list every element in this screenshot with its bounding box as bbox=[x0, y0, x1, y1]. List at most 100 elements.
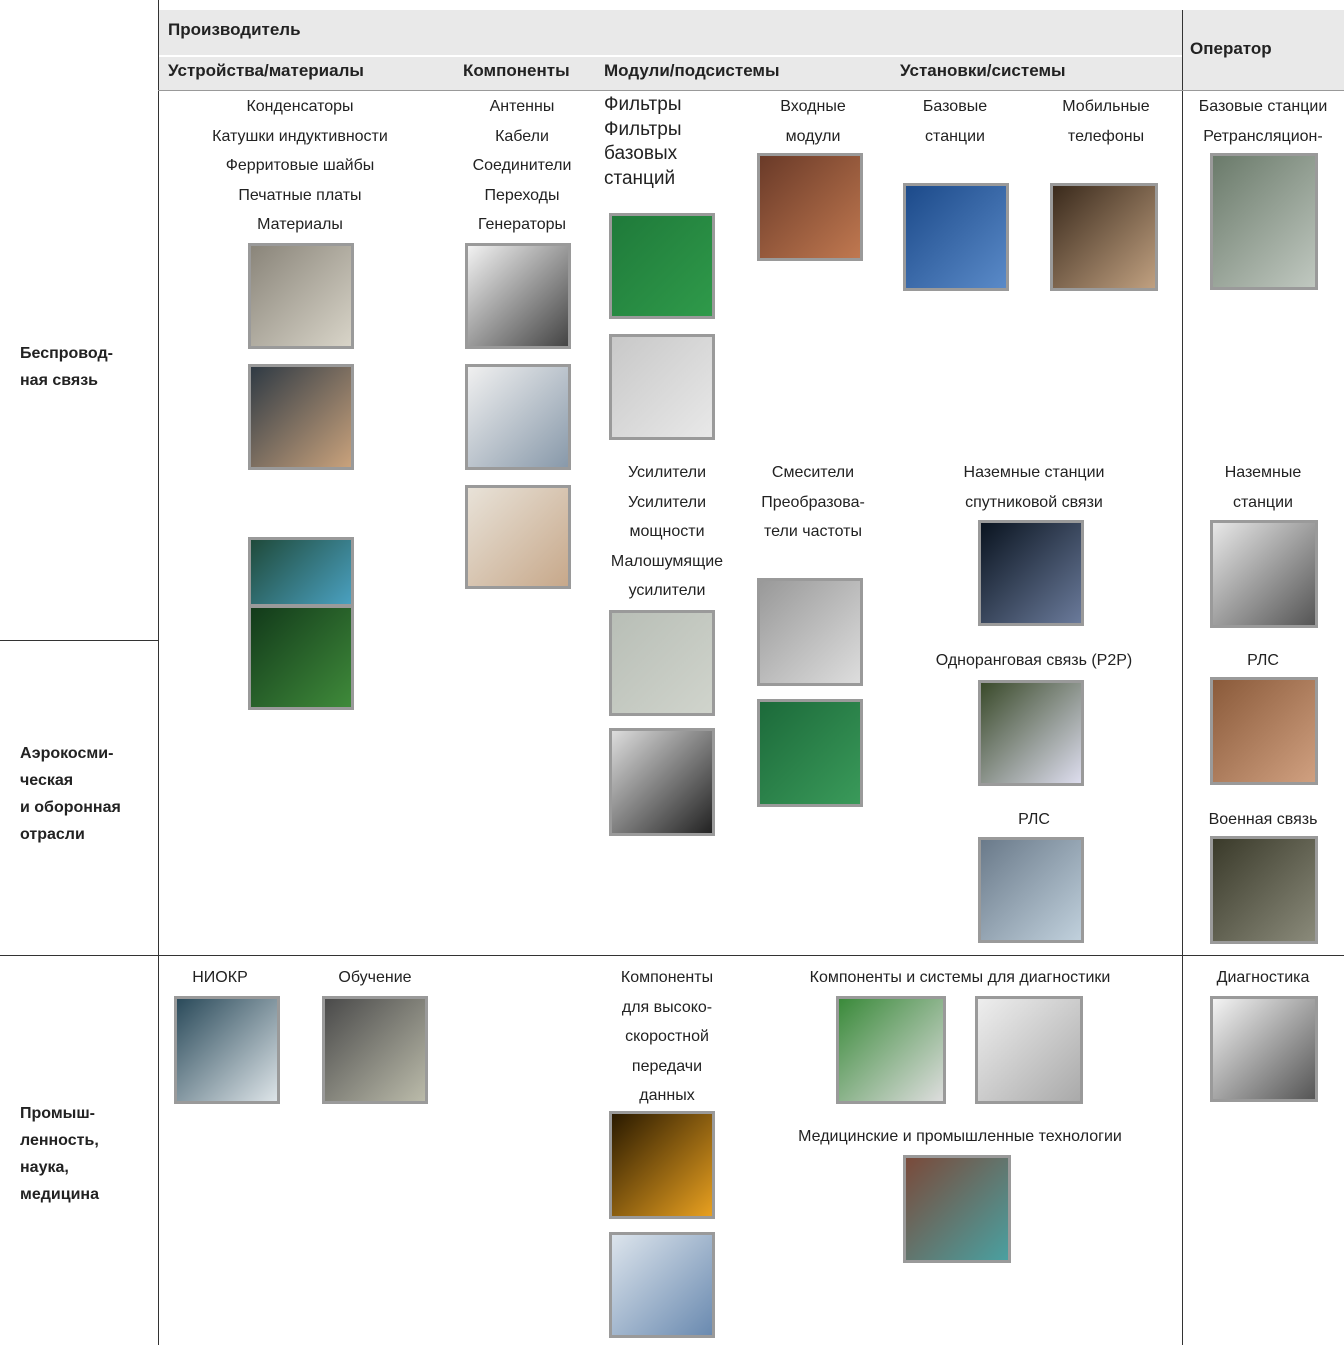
cell-line: данных bbox=[639, 1087, 695, 1105]
photo bbox=[248, 243, 354, 349]
photo bbox=[248, 605, 354, 710]
cell-text: Диагностика bbox=[1217, 963, 1310, 993]
cell-text: Смесители Преобразова-тели частоты bbox=[761, 458, 865, 547]
divider bbox=[1182, 10, 1183, 1345]
cell-line: РЛС bbox=[1018, 811, 1050, 828]
cell-text: Фильтры Фильтры базовых станций bbox=[604, 93, 681, 191]
photo bbox=[978, 520, 1084, 626]
cell-text: Одноранговая связь (P2P) bbox=[936, 646, 1133, 676]
photo bbox=[465, 243, 571, 349]
cell-line: Антенны bbox=[489, 98, 555, 115]
row-label: Аэрокосми-ческая и оборонная отрасли bbox=[20, 740, 121, 848]
row-label-line: отрасли bbox=[20, 826, 85, 843]
photo bbox=[757, 153, 863, 261]
cell-text: РЛС bbox=[1018, 805, 1050, 835]
row-label: Беспровод-ная связь bbox=[20, 340, 113, 394]
cell-line: Фильтры bbox=[604, 118, 682, 140]
cell-line: Входные bbox=[780, 98, 846, 115]
cell-line: станции bbox=[925, 127, 985, 145]
cell-line: станций bbox=[604, 167, 676, 189]
photo bbox=[978, 837, 1084, 943]
cell-line: Переходы bbox=[484, 186, 560, 204]
cell-line: Смесители bbox=[771, 464, 855, 481]
cell-text: Мобильные телефоны bbox=[1062, 92, 1149, 151]
cell-line: Материалы bbox=[257, 216, 343, 234]
cell-line: Ферритовые шайбы bbox=[225, 157, 375, 175]
cell-line: скоростной bbox=[625, 1028, 709, 1046]
cell-text: Медицинские и промышленные технологии bbox=[798, 1122, 1122, 1152]
cell-text: Военная связь bbox=[1209, 805, 1318, 835]
cell-line: Базовые bbox=[922, 98, 988, 115]
divider bbox=[0, 955, 1344, 956]
column-heading: Установки/системы bbox=[900, 61, 1066, 80]
photo bbox=[248, 364, 354, 470]
cell-line: Медицинские и промышленные технологии bbox=[798, 1128, 1122, 1145]
row-label-line: ленность, bbox=[20, 1132, 99, 1149]
cell-line: Печатные платы bbox=[238, 186, 362, 204]
photo bbox=[609, 728, 715, 836]
cell-line: Диагностика bbox=[1216, 969, 1310, 986]
cell-line: Усилители bbox=[627, 464, 707, 481]
row-label-line: ческая bbox=[20, 772, 74, 789]
photo bbox=[903, 183, 1009, 291]
cell-text: РЛС bbox=[1247, 646, 1279, 676]
cell-line: телефоны bbox=[1067, 127, 1145, 145]
cell-text: Обучение bbox=[338, 963, 411, 993]
header-band bbox=[158, 10, 1344, 90]
photo bbox=[1210, 677, 1318, 785]
column-heading: Устройства/материалы bbox=[168, 61, 364, 80]
photo bbox=[609, 610, 715, 716]
cell-line: Фильтры bbox=[604, 94, 682, 115]
photo bbox=[757, 578, 863, 686]
photo bbox=[975, 996, 1083, 1104]
cell-line: мощности bbox=[629, 523, 705, 541]
cell-line: Базовые станции bbox=[1198, 98, 1328, 115]
cell-text: Базовые станции bbox=[923, 92, 987, 151]
producer-heading: Производитель bbox=[168, 20, 301, 39]
cell-line: для высоко- bbox=[621, 998, 713, 1016]
header-separator bbox=[158, 55, 1182, 57]
row-label-line: медицина bbox=[20, 1186, 99, 1203]
cell-line: Компоненты и системы для диагностики bbox=[809, 969, 1111, 986]
cell-line: Одноранговая связь (P2P) bbox=[935, 652, 1133, 669]
row-label-line: Промыш- bbox=[20, 1105, 95, 1122]
photo bbox=[465, 364, 571, 470]
cell-line: Наземные станции bbox=[963, 464, 1105, 481]
cell-line: передачи bbox=[631, 1057, 703, 1075]
photo bbox=[322, 996, 428, 1104]
photo bbox=[465, 485, 571, 589]
cell-text: Усилители Усилители мощности Малошумящие уси… bbox=[611, 458, 723, 606]
cell-line: Военная связь bbox=[1208, 811, 1318, 828]
cell-line: Соединители bbox=[472, 157, 572, 175]
cell-text: Компоненты для высоко-скоростной передачи д… bbox=[621, 963, 713, 1111]
operator-heading: Оператор bbox=[1190, 39, 1272, 58]
divider bbox=[158, 90, 1344, 91]
photo bbox=[1210, 520, 1318, 628]
row-label-line: ная связь bbox=[20, 372, 98, 389]
photo bbox=[1210, 153, 1318, 290]
row-label-line: и оборонная bbox=[20, 799, 121, 816]
photo bbox=[757, 699, 863, 807]
cell-line: Усилители bbox=[627, 493, 707, 511]
divider bbox=[0, 640, 158, 641]
divider bbox=[158, 0, 159, 1345]
photo bbox=[978, 680, 1084, 786]
photo bbox=[609, 213, 715, 319]
cell-text: Наземные станции спутниковой связи bbox=[964, 458, 1105, 517]
photo bbox=[1050, 183, 1158, 291]
photo bbox=[609, 1232, 715, 1338]
cell-line: станции bbox=[1233, 493, 1293, 511]
cell-line: Наземные bbox=[1224, 464, 1302, 481]
photo bbox=[1210, 996, 1318, 1102]
cell-text: Компоненты и системы для диагностики bbox=[810, 963, 1111, 993]
row-label-line: Беспровод- bbox=[20, 345, 113, 362]
photo bbox=[174, 996, 280, 1104]
cell-line: Компоненты bbox=[620, 969, 714, 986]
row-label-line: наука, bbox=[20, 1159, 69, 1176]
cell-text: Наземные станции bbox=[1225, 458, 1302, 517]
cell-line: Мобильные bbox=[1062, 98, 1150, 115]
cell-text: Антенны Кабели Соединители Переходы Генерато… bbox=[473, 92, 572, 240]
column-heading: Компоненты bbox=[463, 61, 570, 80]
photo bbox=[903, 1155, 1011, 1263]
